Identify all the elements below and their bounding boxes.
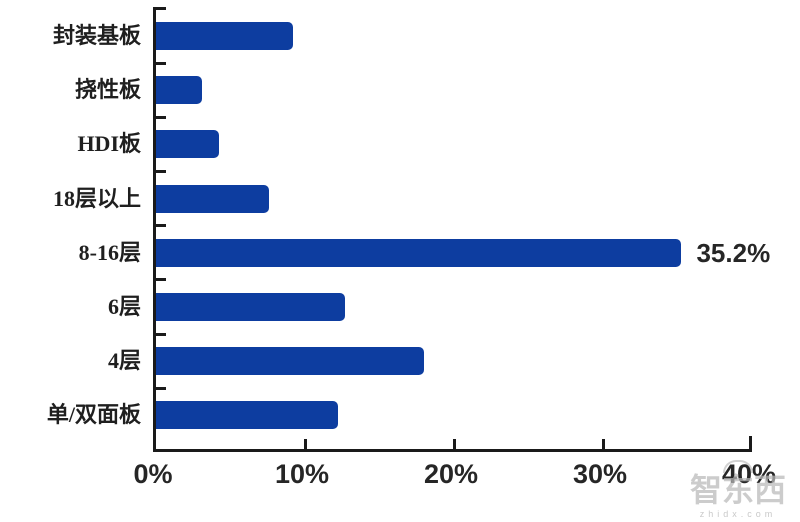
x-axis-tick bbox=[303, 439, 307, 449]
watermark: 智东西 zhidx.com bbox=[678, 460, 798, 520]
y-axis-top-tick bbox=[156, 7, 166, 10]
y-axis-tick bbox=[156, 115, 166, 119]
bar bbox=[156, 130, 219, 159]
bar bbox=[156, 22, 294, 50]
bar bbox=[156, 293, 346, 321]
y-axis-tick bbox=[156, 170, 166, 173]
plot-area: 35.2% bbox=[153, 7, 770, 452]
y-axis-tick bbox=[156, 61, 166, 65]
category-label: 6层 bbox=[107, 294, 141, 319]
y-axis-tick bbox=[156, 278, 166, 282]
category-label: 18层以上 bbox=[52, 185, 141, 211]
watermark-domain: zhidx.com bbox=[699, 509, 777, 519]
x-tick-label: 10% bbox=[274, 459, 330, 489]
x-tick-label: 20% bbox=[423, 459, 479, 489]
category-label: 4层 bbox=[107, 348, 141, 374]
bar bbox=[156, 347, 425, 376]
x-tick-label: 30% bbox=[572, 459, 628, 489]
category-label: 8-16层 bbox=[78, 239, 141, 265]
watermark-brand: 智东西 bbox=[689, 472, 786, 508]
bar bbox=[156, 238, 681, 267]
x-axis-tick bbox=[601, 439, 605, 449]
category-label: 挠性板 bbox=[74, 77, 141, 103]
category-label: 单/双面板 bbox=[46, 402, 141, 428]
data-label: 35.2% bbox=[696, 237, 771, 268]
category-label: HDI板 bbox=[77, 131, 141, 157]
x-tick-label: 0% bbox=[133, 459, 173, 489]
y-axis-tick bbox=[156, 224, 166, 228]
bar bbox=[156, 401, 338, 430]
category-label: 封装基板 bbox=[52, 23, 141, 48]
bar bbox=[156, 76, 203, 105]
y-axis-tick bbox=[156, 332, 166, 336]
x-axis-tick bbox=[749, 436, 752, 449]
y-axis-tick bbox=[156, 386, 166, 390]
bar bbox=[156, 184, 270, 213]
x-axis-tick bbox=[452, 439, 456, 449]
